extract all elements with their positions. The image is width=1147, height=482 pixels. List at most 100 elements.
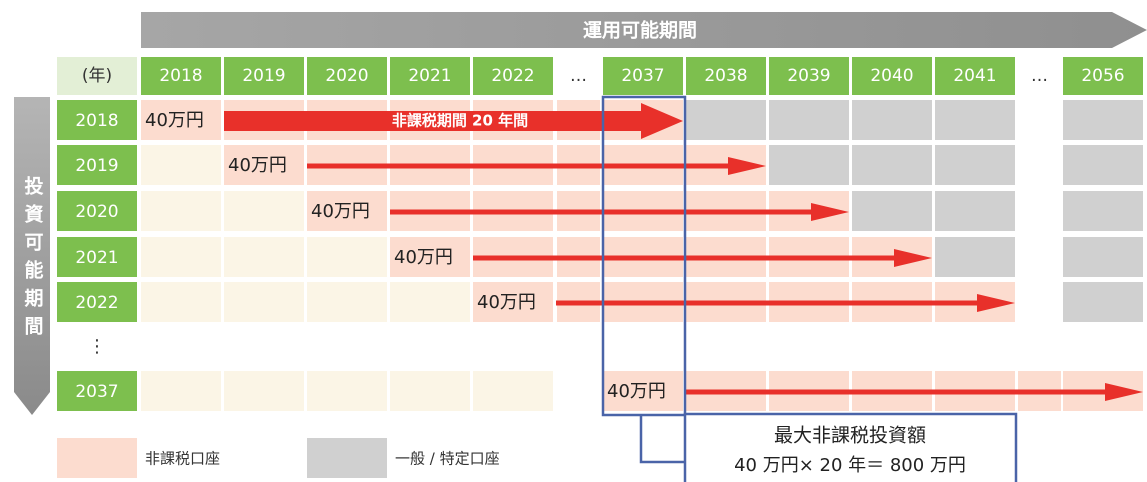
cell	[935, 100, 1015, 140]
amount-label: 40万円	[394, 247, 453, 268]
cell	[1063, 237, 1143, 277]
year-header-cell	[224, 57, 304, 95]
year-header: …	[570, 66, 587, 86]
year-header-cell	[141, 57, 221, 95]
amount-label: 40万円	[607, 381, 666, 402]
cell	[1063, 100, 1143, 140]
row-label: 2019	[75, 156, 118, 176]
side-arrow	[14, 97, 50, 415]
total-title: 最大非課税投資額	[774, 425, 926, 447]
row-label: 2020	[75, 202, 118, 222]
cell	[390, 237, 470, 277]
year-header-cell	[935, 57, 1015, 95]
cell	[603, 371, 683, 411]
year-header: 2019	[242, 66, 285, 86]
cell	[141, 237, 221, 277]
year-header-cell	[307, 57, 387, 95]
row-ellipsis: ⋮	[88, 336, 106, 357]
cell	[224, 237, 304, 277]
year-header-cell	[852, 57, 932, 95]
cell	[307, 191, 387, 231]
period-arrow	[686, 383, 1143, 401]
cell	[935, 145, 1015, 185]
cell	[686, 100, 766, 140]
cell	[769, 145, 849, 185]
cell	[224, 145, 304, 185]
amount-label: 40万円	[477, 292, 536, 313]
year-header: 2041	[953, 66, 996, 86]
year-header-cell	[769, 57, 849, 95]
cell	[307, 282, 387, 322]
cell	[307, 371, 387, 411]
cell	[1063, 191, 1143, 231]
cell	[852, 100, 932, 140]
row-label: 2021	[75, 248, 118, 268]
cell	[935, 237, 1015, 277]
year-header: 2021	[408, 66, 451, 86]
row-label-cell	[57, 191, 137, 231]
cell	[224, 282, 304, 322]
side-text: 投資可能期間	[22, 175, 44, 344]
cell	[852, 145, 932, 185]
highlight-box	[601, 95, 687, 417]
period-arrow	[556, 294, 1015, 312]
cell	[141, 371, 221, 411]
legend-label: 非課税口座	[145, 450, 220, 468]
cell	[141, 191, 221, 231]
cell	[473, 282, 553, 322]
year-header: 2020	[325, 66, 368, 86]
year-header-cell	[686, 57, 766, 95]
cell	[473, 371, 553, 411]
total-box	[683, 412, 1018, 482]
year-header: 2038	[704, 66, 747, 86]
connector	[639, 415, 685, 464]
banner-text: 運用可能期間	[583, 19, 697, 42]
cell	[769, 100, 849, 140]
cell	[390, 371, 470, 411]
period-arrow	[390, 203, 849, 221]
year-header: 2018	[159, 66, 202, 86]
cell	[307, 237, 387, 277]
arrow-label: 非課税期間 20 年間	[392, 112, 528, 130]
cell	[224, 371, 304, 411]
header-cell	[57, 57, 137, 95]
row-label: 2018	[75, 111, 118, 131]
year-header-cell	[390, 57, 470, 95]
row-label-cell	[57, 100, 137, 140]
year-header-cell	[473, 57, 553, 95]
row-label-cell	[57, 371, 137, 411]
year-header: 2022	[491, 66, 534, 86]
row-label-cell	[57, 237, 137, 277]
amount-label: 40万円	[228, 155, 287, 176]
legend-label: 一般 / 特定口座	[395, 450, 500, 468]
banner-arrow	[141, 12, 1147, 48]
amount-label: 40万円	[145, 110, 204, 131]
row-label-cell	[57, 282, 137, 322]
period-arrow	[307, 157, 766, 175]
cell	[141, 100, 221, 140]
cell	[141, 145, 221, 185]
period-arrow	[473, 249, 932, 267]
year-header-cell	[1063, 57, 1143, 95]
row-label: 2022	[75, 293, 118, 313]
row-label: 2037	[75, 382, 118, 402]
cell	[1063, 282, 1143, 322]
total-formula: 40 万円× 20 年＝ 800 万円	[734, 455, 966, 476]
year-header: 2037	[621, 66, 664, 86]
cell	[224, 191, 304, 231]
year-header: 2040	[870, 66, 913, 86]
cell	[390, 282, 470, 322]
cell	[935, 191, 1015, 231]
year-header: 2056	[1081, 66, 1124, 86]
amount-label: 40万円	[311, 201, 370, 222]
cell	[141, 282, 221, 322]
row-label-cell	[57, 145, 137, 185]
year-header-cell	[603, 57, 683, 95]
cell	[852, 191, 932, 231]
legend-swatch	[307, 438, 387, 478]
header-label: (年)	[82, 66, 112, 86]
year-header: 2039	[787, 66, 830, 86]
period-arrow	[224, 103, 683, 139]
year-header: …	[1031, 66, 1048, 86]
